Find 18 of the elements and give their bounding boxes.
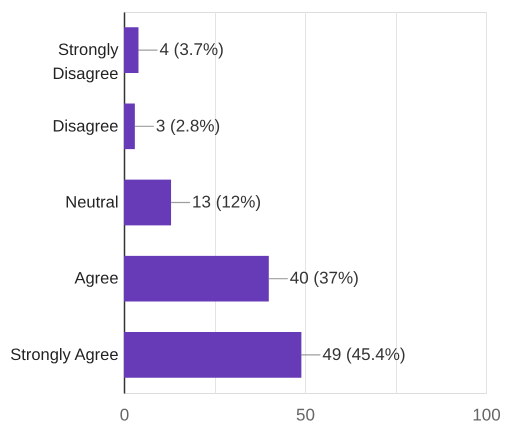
data-label: 49 (45.4%): [322, 344, 406, 364]
y-tick-label: Strongly Agree: [10, 346, 118, 364]
data-label: 40 (37%): [290, 268, 359, 288]
data-label: 13 (12%): [192, 192, 262, 212]
bar: [124, 332, 302, 378]
bar: [124, 103, 135, 150]
bar: [124, 27, 138, 73]
y-tick-label: Disagree: [52, 117, 118, 136]
bar: [124, 180, 172, 226]
x-tick-label: 100: [472, 406, 501, 424]
data-label: 4 (3.7%): [159, 40, 224, 60]
y-tick-label: Agree: [74, 270, 118, 288]
x-tick-label: 50: [296, 406, 315, 424]
x-tick-label: 0: [120, 406, 130, 424]
y-tick-label: Neutral: [65, 194, 118, 212]
data-label: 3 (2.8%): [156, 116, 220, 136]
y-tick-label: Strongly Disagree: [52, 41, 120, 84]
bar: [124, 256, 269, 302]
